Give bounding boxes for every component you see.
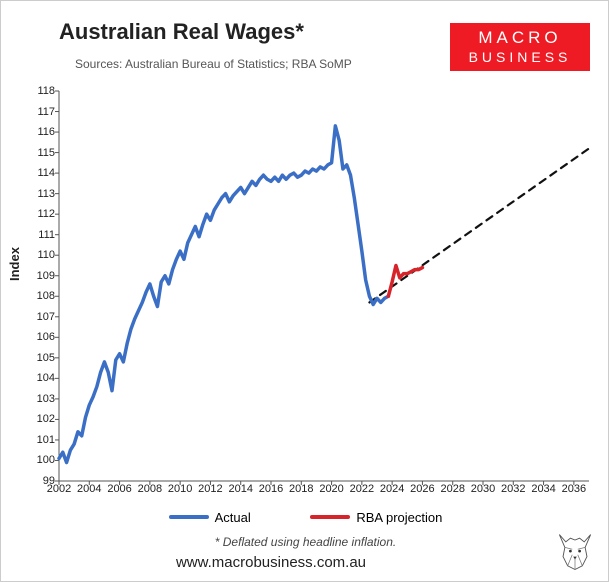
y-tick-label: 117 [31, 106, 55, 118]
y-tick-label: 114 [31, 167, 55, 179]
y-tick-label: 112 [31, 208, 55, 220]
chart-svg [59, 91, 589, 481]
y-tick-label: 104 [31, 372, 55, 384]
x-tick-label: 2030 [471, 483, 495, 495]
brand-logo-line2: BUSINESS [469, 49, 572, 66]
y-tick-label: 103 [31, 393, 55, 405]
legend-swatch-actual [169, 515, 209, 519]
x-tick-label: 2004 [77, 483, 101, 495]
x-tick-label: 2016 [259, 483, 283, 495]
x-tick-label: 2012 [198, 483, 222, 495]
brand-logo-line1: MACRO [478, 28, 561, 48]
y-tick-label: 116 [31, 126, 55, 138]
y-tick-label: 106 [31, 331, 55, 343]
y-axis-label: Index [7, 247, 22, 281]
site-url: www.macrobusiness.com.au [1, 554, 541, 571]
y-tick-label: 107 [31, 311, 55, 323]
legend: Actual RBA projection [1, 507, 609, 525]
y-tick-label: 100 [31, 454, 55, 466]
x-tick-label: 2014 [228, 483, 252, 495]
y-tick-label: 101 [31, 434, 55, 446]
y-tick-label: 105 [31, 352, 55, 364]
y-tick-label: 115 [31, 147, 55, 159]
y-tick-label: 110 [31, 249, 55, 261]
x-tick-label: 2032 [501, 483, 525, 495]
legend-item-actual: Actual [169, 510, 251, 525]
chart-sources: Sources: Australian Bureau of Statistics… [75, 57, 352, 71]
y-tick-label: 118 [31, 85, 55, 97]
footnote: * Deflated using headline inflation. [1, 535, 609, 549]
legend-swatch-projection [310, 515, 350, 519]
y-tick-label: 108 [31, 290, 55, 302]
x-tick-label: 2028 [440, 483, 464, 495]
y-tick-label: 111 [31, 229, 55, 241]
y-tick-label: 109 [31, 270, 55, 282]
y-tick-label: 102 [31, 413, 55, 425]
legend-label-actual: Actual [215, 510, 251, 525]
chart-title: Australian Real Wages* [59, 19, 304, 45]
x-tick-label: 2018 [289, 483, 313, 495]
x-tick-label: 2036 [562, 483, 586, 495]
x-tick-label: 2010 [168, 483, 192, 495]
x-tick-label: 2008 [138, 483, 162, 495]
x-tick-label: 2022 [350, 483, 374, 495]
brand-logo: MACRO BUSINESS [450, 23, 590, 71]
x-tick-label: 2020 [319, 483, 343, 495]
legend-item-projection: RBA projection [310, 510, 442, 525]
x-tick-label: 2034 [531, 483, 555, 495]
x-tick-label: 2006 [107, 483, 131, 495]
wolf-icon [552, 529, 598, 575]
chart-container: Australian Real Wages* Sources: Australi… [0, 0, 609, 582]
x-tick-label: 2024 [380, 483, 404, 495]
legend-label-projection: RBA projection [356, 510, 442, 525]
x-tick-label: 2026 [410, 483, 434, 495]
x-tick-label: 2002 [47, 483, 71, 495]
y-tick-label: 113 [31, 188, 55, 200]
plot-area: 9910010110210310410510610710810911011111… [59, 91, 589, 481]
